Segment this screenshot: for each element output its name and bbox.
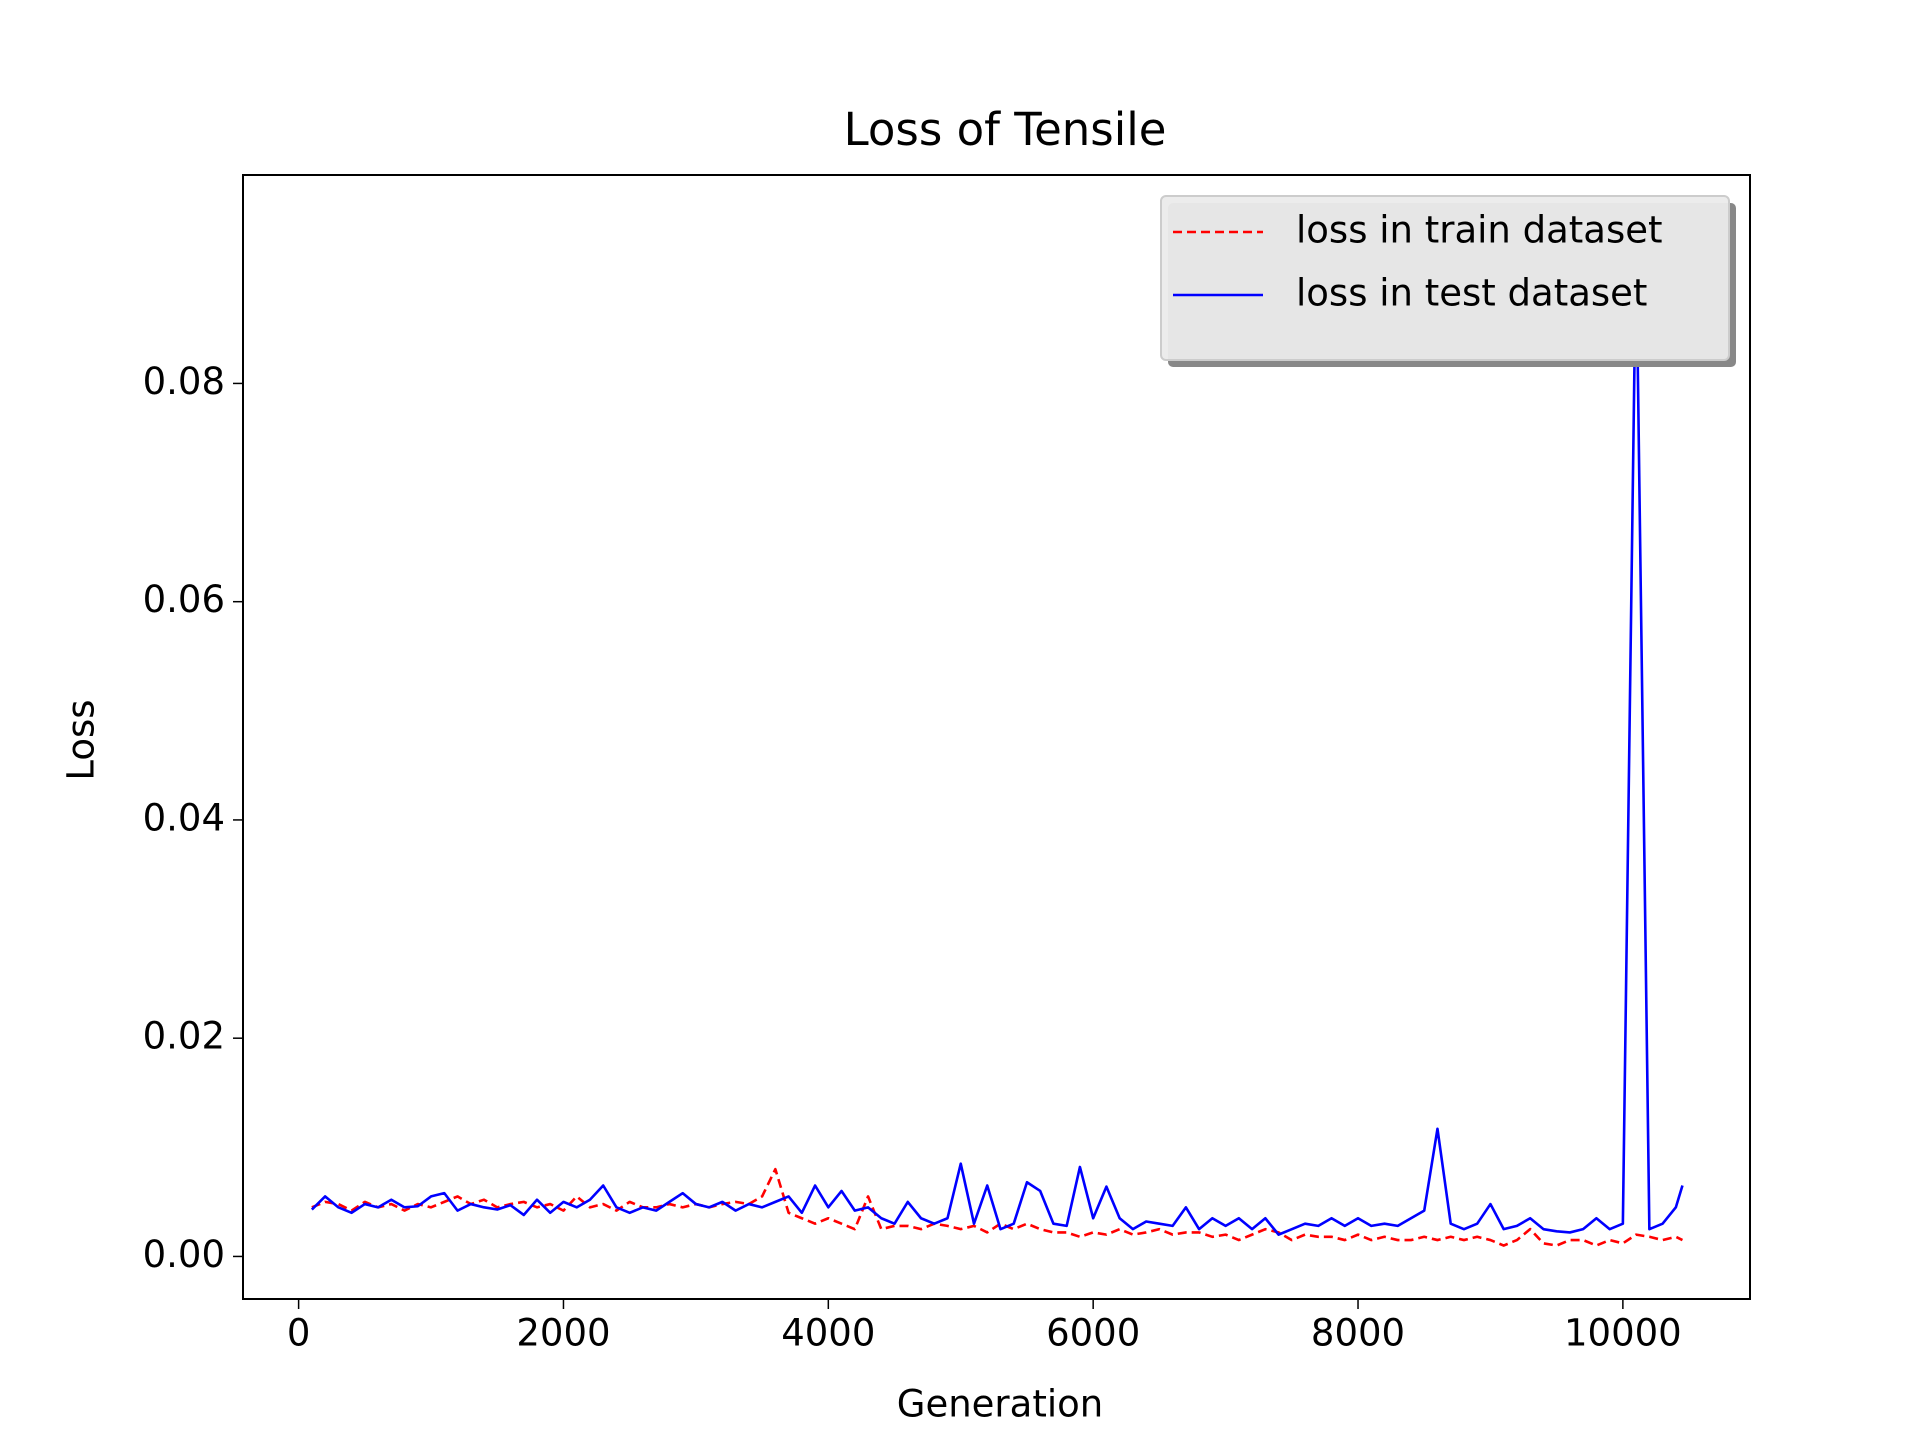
plot-frame: [242, 174, 1751, 1300]
y-tick-label: 0.00: [143, 1233, 225, 1276]
series-line: [311, 1167, 1684, 1247]
series-line: [310, 240, 1684, 1236]
y-tick-label: 0.06: [143, 578, 225, 621]
x-axis-label: Generation: [897, 1383, 1103, 1426]
y-axis-label: Loss: [60, 699, 103, 780]
legend-box: [1160, 195, 1730, 361]
y-tick-label: 0.02: [143, 1015, 225, 1058]
x-tick-label: 8000: [1311, 1312, 1405, 1355]
chart-title: Loss of Tensile: [844, 103, 1167, 156]
y-tick-label: 0.08: [143, 360, 225, 403]
x-tick-label: 10000: [1564, 1312, 1682, 1355]
x-tick-label: 0: [287, 1312, 311, 1355]
x-tick-label: 6000: [1046, 1312, 1140, 1355]
legend-label: loss in train dataset: [1296, 209, 1663, 252]
x-tick-label: 4000: [781, 1312, 875, 1355]
y-tick-label: 0.04: [143, 796, 225, 839]
x-tick-label: 2000: [516, 1312, 610, 1355]
legend-label: loss in test dataset: [1296, 272, 1647, 315]
